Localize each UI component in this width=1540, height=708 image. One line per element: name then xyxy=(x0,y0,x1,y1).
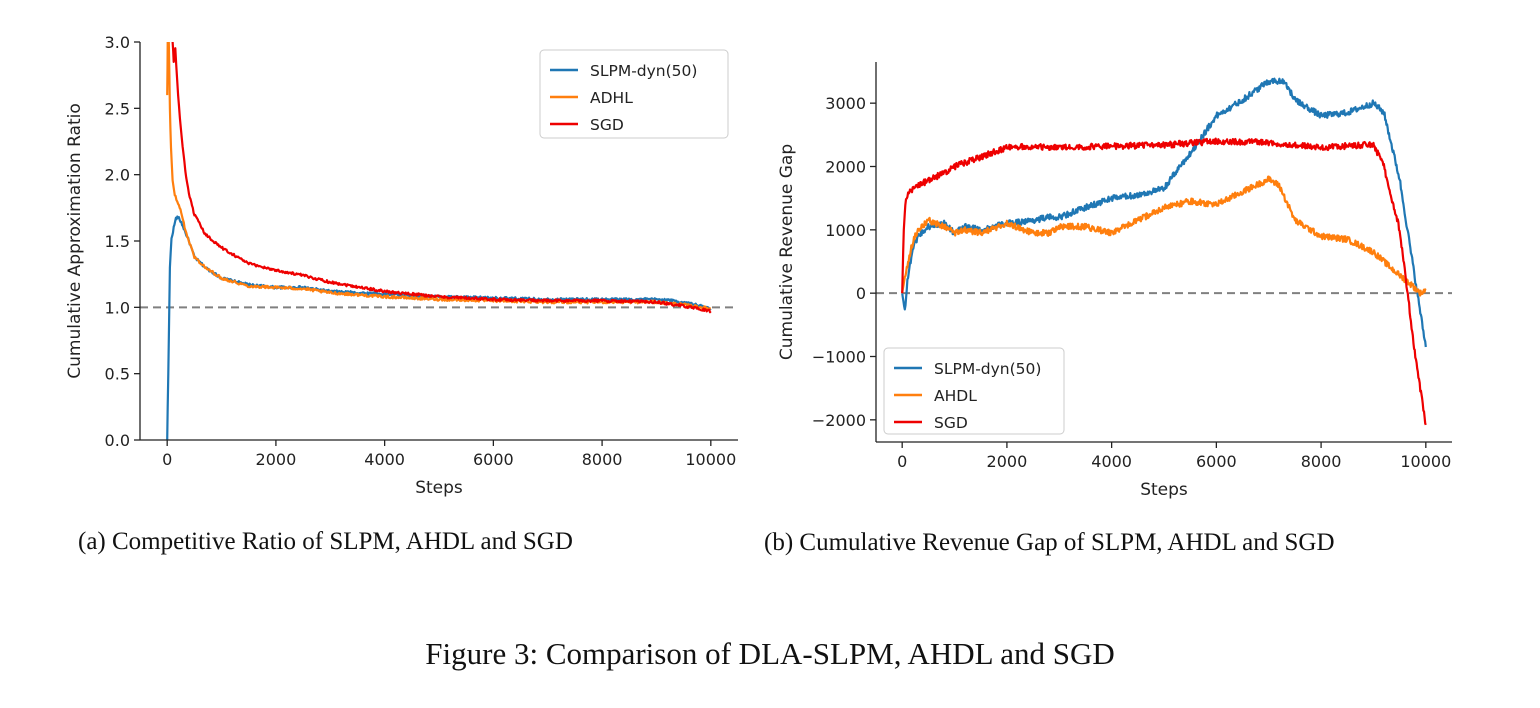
x-tick-label: 0 xyxy=(162,450,172,469)
series-line-ahdl xyxy=(901,175,1427,297)
y-tick-label: 3000 xyxy=(825,94,866,113)
chart-revenue-gap: 0 2000 4000 6000 8000 10000 −2000 −1000 0 1000 200… xyxy=(777,62,1452,500)
x-tick-label: 4000 xyxy=(364,450,405,469)
subfigure-caption-b: (b) Cumulative Revenue Gap of SLPM, AHDL… xyxy=(764,529,1335,556)
y-tick-label: 1000 xyxy=(825,221,866,240)
legend: SLPM-dyn(50) AHDL SGD xyxy=(883,347,1065,435)
series-line-sgd xyxy=(171,42,712,314)
x-tick-label: 2000 xyxy=(256,450,297,469)
figure-caption: Figure 3: Comparison of DLA-SLPM, AHDL a… xyxy=(425,636,1115,671)
series-group xyxy=(901,77,1427,426)
x-tick-label: 4000 xyxy=(1091,452,1132,471)
series-line-sgd xyxy=(901,137,1427,426)
chart-competitive-ratio: 0 2000 4000 6000 8000 10000 0.0 0.5 1.0 1.5 2.0 2.5… xyxy=(65,33,738,498)
legend: SLPM-dyn(50) ADHL SGD xyxy=(539,49,729,139)
legend-entry-label: SGD xyxy=(934,414,968,432)
x-tick-label: 8000 xyxy=(582,450,623,469)
y-tick-label: −2000 xyxy=(812,411,866,430)
legend-entry-label: SLPM-dyn(50) xyxy=(934,360,1041,378)
x-tick-label: 6000 xyxy=(473,450,514,469)
y-tick-label: −1000 xyxy=(812,348,866,367)
legend-entry-label: AHDL xyxy=(934,387,977,405)
y-tick-label: 0.5 xyxy=(105,365,130,384)
series-line-slpm-dyn-50 xyxy=(901,77,1427,348)
x-tick-label: 10000 xyxy=(685,450,736,469)
x-tick-label: 0 xyxy=(897,452,907,471)
y-tick-label: 2.0 xyxy=(105,166,130,185)
y-axis-label: Cumulative Approximation Ratio xyxy=(65,103,85,379)
x-axis-label: Steps xyxy=(1140,480,1188,500)
series-group xyxy=(166,42,712,440)
series-line-slpm-dyn-50 xyxy=(166,215,712,440)
x-tick-label: 2000 xyxy=(987,452,1028,471)
y-tick-label: 2000 xyxy=(825,158,866,177)
y-tick-label: 1.0 xyxy=(105,298,130,317)
subfigure-caption-a: (a) Competitive Ratio of SLPM, AHDL and … xyxy=(78,528,573,555)
y-axis-label: Cumulative Revenue Gap xyxy=(777,144,797,360)
x-tick-label: 8000 xyxy=(1301,452,1342,471)
x-tick-label: 10000 xyxy=(1400,452,1451,471)
y-tick-label: 1.5 xyxy=(105,232,130,251)
x-tick-label: 6000 xyxy=(1196,452,1237,471)
x-axis-label: Steps xyxy=(415,478,463,498)
y-tick-label: 0.0 xyxy=(105,431,130,450)
legend-entry-label: SLPM-dyn(50) xyxy=(590,62,697,80)
y-tick-label: 0 xyxy=(856,284,866,303)
legend-box xyxy=(883,347,1065,435)
y-tick-label: 2.5 xyxy=(105,99,130,118)
legend-entry-label: SGD xyxy=(590,116,624,134)
legend-entry-label: ADHL xyxy=(590,89,633,107)
y-tick-label: 3.0 xyxy=(105,33,130,52)
legend-box xyxy=(539,49,729,139)
